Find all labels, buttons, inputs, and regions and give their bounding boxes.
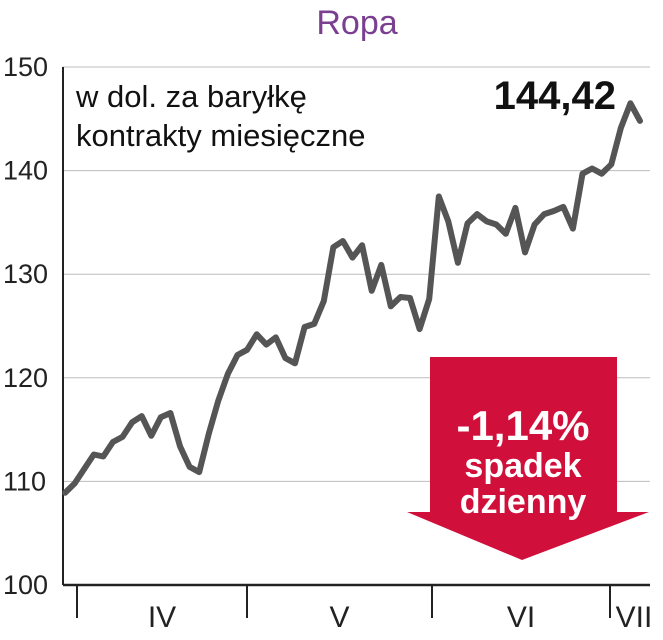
chart-title: Ropa: [316, 4, 397, 42]
change-badge: -1,14% spadek dzienny: [407, 357, 649, 560]
month-label: V: [329, 601, 349, 634]
change-text-line2: dzienny: [460, 483, 587, 521]
series-line: [62, 100, 643, 496]
unit-label-line2: kontrakty miesięczne: [76, 118, 365, 153]
y-tick-label: 130: [3, 259, 48, 289]
y-tick-label: 110: [3, 466, 46, 496]
y-tick-label: 140: [3, 156, 48, 186]
change-text-line1: spadek: [464, 447, 581, 485]
month-label: VII: [616, 601, 653, 634]
y-axis-ticks: 100 110 120 130 140 150: [3, 52, 48, 600]
unit-label-line1: w dol. za baryłkę: [75, 79, 307, 114]
last-value-label: 144,42: [494, 74, 616, 118]
month-label: VI: [507, 601, 535, 634]
y-tick-label: 100: [3, 570, 48, 600]
down-arrow-icon: [407, 357, 649, 560]
y-tick-label: 120: [3, 363, 48, 393]
y-tick-label: 150: [3, 52, 48, 82]
month-label: IV: [148, 601, 176, 634]
change-percent-label: -1,14%: [456, 402, 589, 449]
x-axis-months: IV V VI VII: [76, 585, 653, 634]
